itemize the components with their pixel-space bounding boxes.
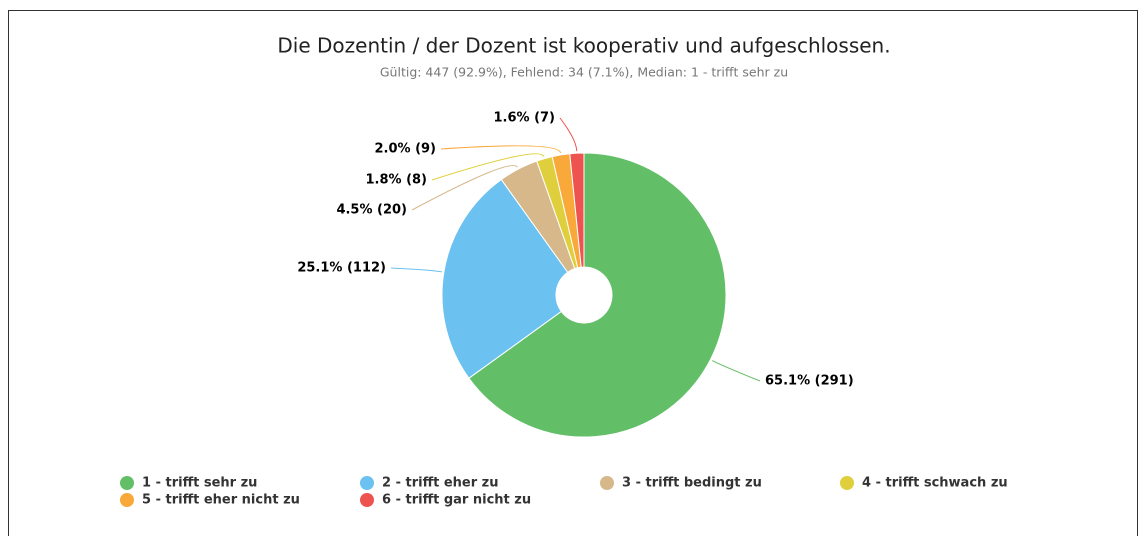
pie-slice — [441, 178, 569, 379]
data-label: 65.1% (291) — [765, 374, 854, 389]
leader-line — [411, 165, 518, 211]
data-label: 1.6% (7) — [493, 111, 555, 126]
chart-subtitle: Gültig: 447 (92.9%), Fehlend: 34 (7.1%),… — [380, 65, 788, 80]
data-label: 4.5% (20) — [336, 203, 407, 218]
data-label: 25.1% (112) — [297, 261, 386, 276]
legend-label: 5 - trifft eher nicht zu — [142, 493, 300, 508]
legend-label: 3 - trifft bedingt zu — [622, 476, 762, 491]
legend-marker — [360, 476, 374, 490]
legend-marker — [120, 493, 134, 507]
legend-label: 1 - trifft sehr zu — [142, 476, 257, 491]
data-label: 1.8% (8) — [365, 173, 427, 188]
leader-line — [559, 117, 578, 152]
legend-label: 2 - trifft eher zu — [382, 476, 499, 491]
data-label: 2.0% (9) — [374, 142, 436, 157]
pie-slice — [569, 152, 585, 268]
leader-line — [431, 153, 545, 181]
leader-line — [390, 267, 442, 273]
legend-marker — [120, 476, 134, 490]
chart-title: Die Dozentin / der Dozent ist kooperativ… — [277, 34, 890, 58]
legend-marker — [600, 476, 614, 490]
leader-line — [440, 145, 562, 154]
frame — [8, 10, 1138, 536]
leader-line — [712, 360, 761, 382]
legend-marker — [360, 493, 374, 507]
legend-label: 6 - trifft gar nicht zu — [382, 493, 531, 508]
legend-marker — [840, 476, 854, 490]
legend-label: 4 - trifft schwach zu — [862, 476, 1008, 491]
pie-slice — [468, 152, 727, 438]
